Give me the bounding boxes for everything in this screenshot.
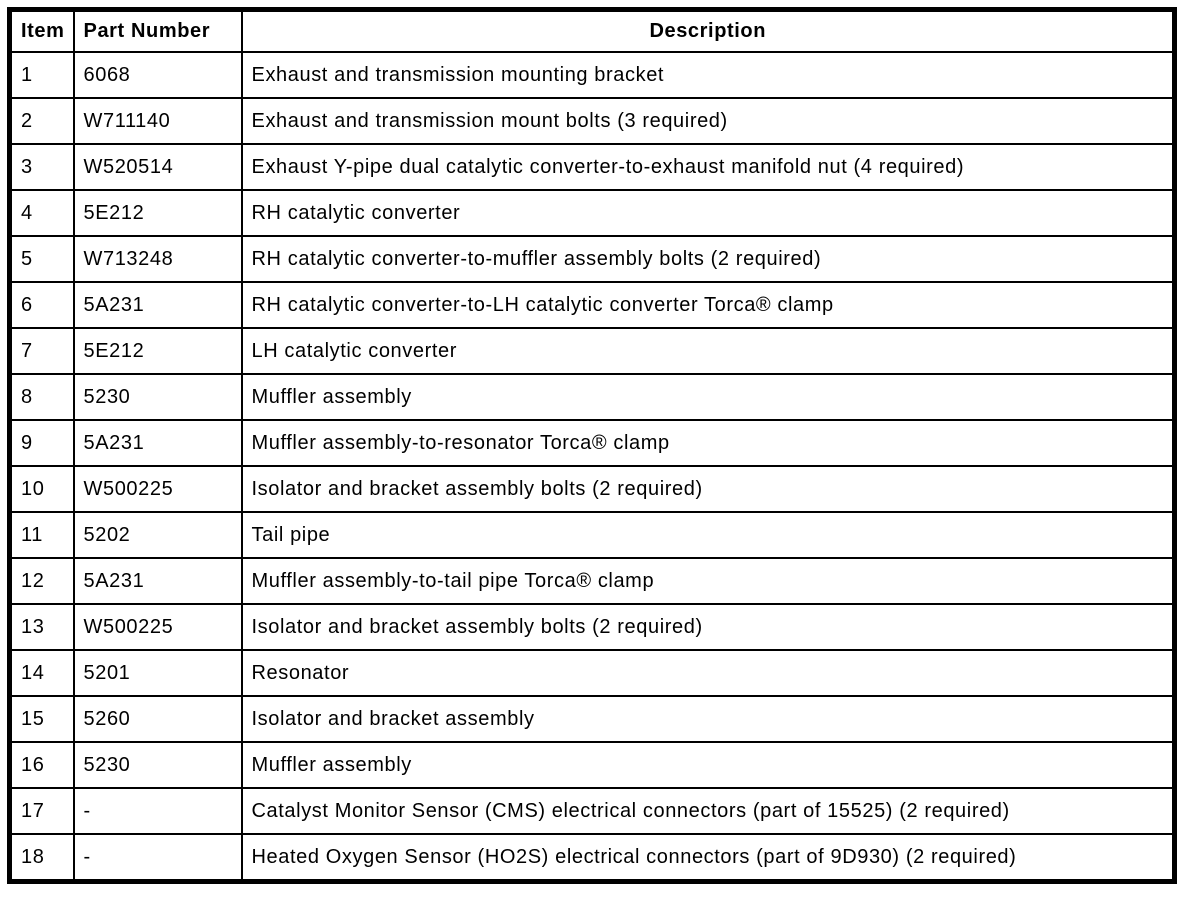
item-cell: 14	[8, 649, 75, 697]
table-row: 2 W711140 Exhaust and transmission mount…	[8, 97, 1176, 145]
description-cell: Catalyst Monitor Sensor (CMS) electrical…	[240, 787, 1176, 835]
header-item: Item	[8, 8, 75, 53]
item-cell: 10	[8, 465, 75, 513]
item-cell: 11	[8, 511, 75, 559]
description-cell: Muffler assembly-to-tail pipe Torca® cla…	[240, 557, 1176, 605]
description-cell: Muffler assembly-to-resonator Torca® cla…	[240, 419, 1176, 467]
item-cell: 9	[8, 419, 75, 467]
part-number-cell: 5A231	[72, 419, 243, 467]
table-row: 18 - Heated Oxygen Sensor (HO2S) electri…	[8, 833, 1176, 883]
header-row: Item Part Number Description	[8, 8, 1176, 53]
table-row: 14 5201 Resonator	[8, 649, 1176, 697]
table-row: 3 W520514 Exhaust Y-pipe dual catalytic …	[8, 143, 1176, 191]
table-row: 5 W713248 RH catalytic converter-to-muff…	[8, 235, 1176, 283]
table-row: 6 5A231 RH catalytic converter-to-LH cat…	[8, 281, 1176, 329]
header-description: Description	[240, 8, 1176, 53]
description-cell: Heated Oxygen Sensor (HO2S) electrical c…	[240, 833, 1176, 883]
item-cell: 17	[8, 787, 75, 835]
item-cell: 18	[8, 833, 75, 883]
table-row: 4 5E212 RH catalytic converter	[8, 189, 1176, 237]
table-row: 8 5230 Muffler assembly	[8, 373, 1176, 421]
table-header: Item Part Number Description	[8, 8, 1176, 53]
description-cell: Exhaust and transmission mounting bracke…	[240, 51, 1176, 99]
table-body: 1 6068 Exhaust and transmission mounting…	[8, 51, 1176, 883]
part-number-cell: 5E212	[72, 189, 243, 237]
parts-table: Item Part Number Description 1 6068 Exha…	[7, 7, 1177, 884]
part-number-cell: W500225	[72, 465, 243, 513]
description-cell: RH catalytic converter-to-LH catalytic c…	[240, 281, 1176, 329]
item-cell: 4	[8, 189, 75, 237]
description-cell: Isolator and bracket assembly bolts (2 r…	[240, 603, 1176, 651]
part-number-cell: 6068	[72, 51, 243, 99]
item-cell: 16	[8, 741, 75, 789]
part-number-cell: W500225	[72, 603, 243, 651]
table-row: 9 5A231 Muffler assembly-to-resonator To…	[8, 419, 1176, 467]
part-number-cell: -	[72, 833, 243, 883]
part-number-cell: 5260	[72, 695, 243, 743]
description-cell: Muffler assembly	[240, 373, 1176, 421]
table-row: 11 5202 Tail pipe	[8, 511, 1176, 559]
part-number-cell: W520514	[72, 143, 243, 191]
part-number-cell: 5E212	[72, 327, 243, 375]
description-cell: RH catalytic converter-to-muffler assemb…	[240, 235, 1176, 283]
item-cell: 5	[8, 235, 75, 283]
item-cell: 13	[8, 603, 75, 651]
item-cell: 8	[8, 373, 75, 421]
part-number-cell: -	[72, 787, 243, 835]
part-number-cell: W711140	[72, 97, 243, 145]
item-cell: 3	[8, 143, 75, 191]
description-cell: Exhaust and transmission mount bolts (3 …	[240, 97, 1176, 145]
description-cell: LH catalytic converter	[240, 327, 1176, 375]
item-cell: 12	[8, 557, 75, 605]
table-row: 16 5230 Muffler assembly	[8, 741, 1176, 789]
part-number-cell: 5202	[72, 511, 243, 559]
part-number-cell: 5201	[72, 649, 243, 697]
description-cell: Tail pipe	[240, 511, 1176, 559]
item-cell: 2	[8, 97, 75, 145]
header-part-number: Part Number	[72, 8, 243, 53]
item-cell: 15	[8, 695, 75, 743]
description-cell: RH catalytic converter	[240, 189, 1176, 237]
description-cell: Resonator	[240, 649, 1176, 697]
table-row: 1 6068 Exhaust and transmission mounting…	[8, 51, 1176, 99]
table-row: 12 5A231 Muffler assembly-to-tail pipe T…	[8, 557, 1176, 605]
table-row: 17 - Catalyst Monitor Sensor (CMS) elect…	[8, 787, 1176, 835]
part-number-cell: 5230	[72, 373, 243, 421]
table-row: 10 W500225 Isolator and bracket assembly…	[8, 465, 1176, 513]
table-row: 7 5E212 LH catalytic converter	[8, 327, 1176, 375]
part-number-cell: W713248	[72, 235, 243, 283]
part-number-cell: 5230	[72, 741, 243, 789]
description-cell: Isolator and bracket assembly bolts (2 r…	[240, 465, 1176, 513]
part-number-cell: 5A231	[72, 281, 243, 329]
item-cell: 6	[8, 281, 75, 329]
table-row: 13 W500225 Isolator and bracket assembly…	[8, 603, 1176, 651]
description-cell: Exhaust Y-pipe dual catalytic converter-…	[240, 143, 1176, 191]
table-row: 15 5260 Isolator and bracket assembly	[8, 695, 1176, 743]
description-cell: Muffler assembly	[240, 741, 1176, 789]
part-number-cell: 5A231	[72, 557, 243, 605]
item-cell: 1	[8, 51, 75, 99]
description-cell: Isolator and bracket assembly	[240, 695, 1176, 743]
item-cell: 7	[8, 327, 75, 375]
